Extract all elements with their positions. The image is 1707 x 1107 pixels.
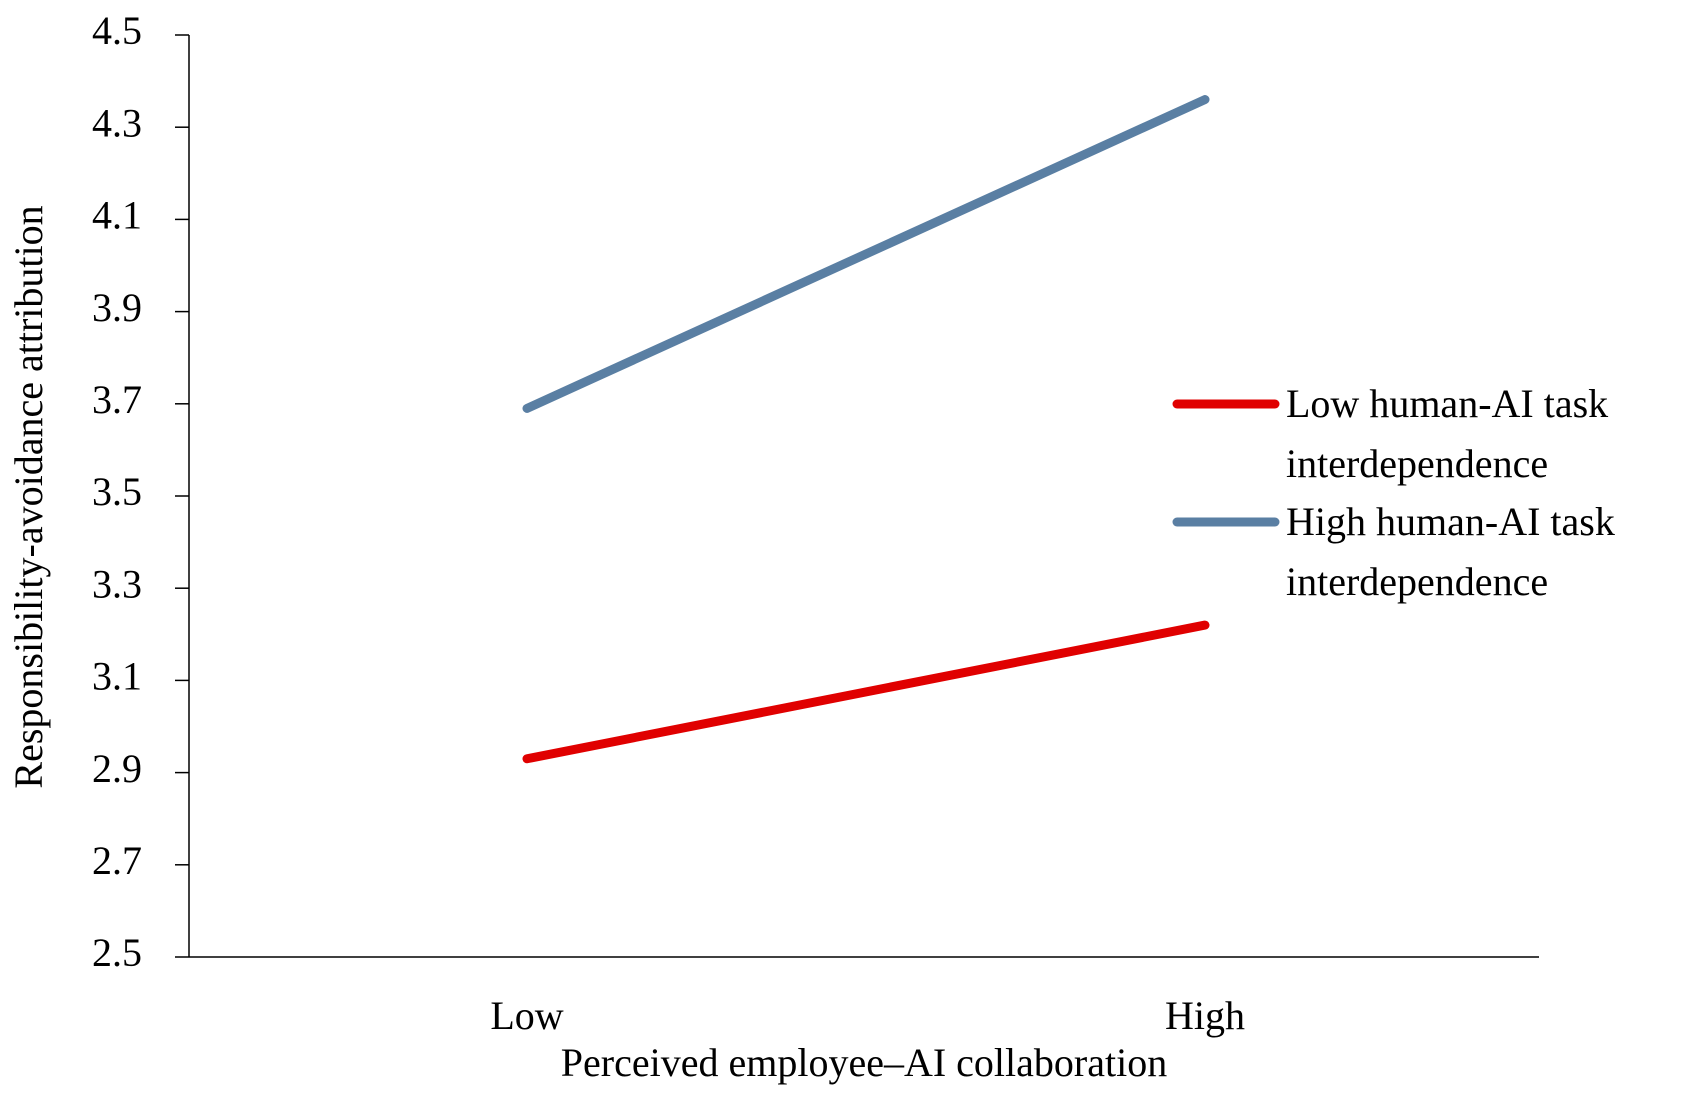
y-tick-label: 2.7: [92, 838, 142, 883]
legend-label: Low human-AI task interdependence: [1286, 381, 1609, 486]
y-tick-label: 3.9: [92, 285, 142, 330]
x-tick-label: High: [1165, 993, 1245, 1038]
y-axis-title: Responsibility-avoidance attribution: [6, 205, 51, 788]
y-tick-label: 4.1: [92, 193, 142, 238]
y-tick-label: 3.5: [92, 469, 142, 514]
y-tick-label: 4.5: [92, 8, 142, 53]
y-tick-label: 4.3: [92, 100, 142, 145]
x-tick-label: Low: [490, 993, 563, 1038]
y-tick-label: 3.1: [92, 654, 142, 699]
y-tick-label: 2.5: [92, 930, 142, 975]
series-line: [522, 620, 1210, 764]
y-tick-label: 3.3: [92, 561, 142, 606]
y-tick-label: 3.7: [92, 377, 142, 422]
x-axis-title: Perceived employee–AI collaboration: [561, 1040, 1167, 1085]
legend-label: High human-AI task interdependence: [1286, 499, 1615, 604]
y-tick-label: 2.9: [92, 746, 142, 791]
series-line: [522, 95, 1210, 413]
